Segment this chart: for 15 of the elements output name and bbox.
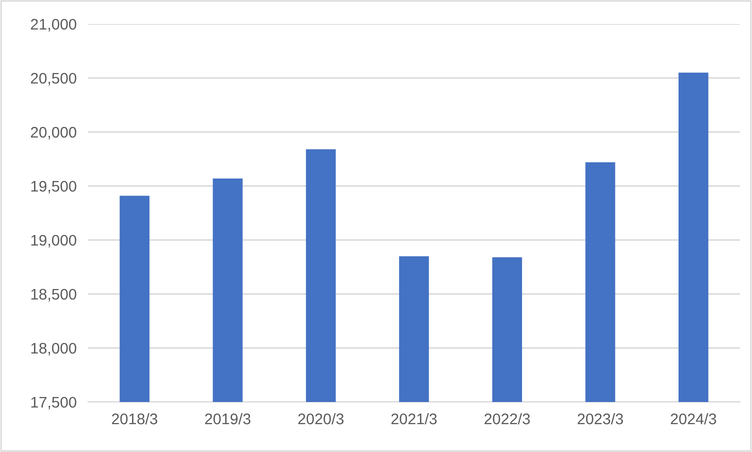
y-tick-label: 17,500 [31,396,76,410]
x-tick-label: 2024/3 [670,413,716,424]
x-tick-label: 2022/3 [484,413,530,424]
y-tick-label: 18,500 [31,288,76,302]
y-tick-label: 20,000 [30,126,76,140]
x-tick-label: 2023/3 [578,413,623,424]
y-tick-label: 19,000 [31,234,76,248]
x-tick-label: 2021/3 [391,413,437,424]
y-tick-label: 20,500 [30,72,76,86]
y-tick-label: 18,000 [31,342,76,356]
x-tick-label: 2019/3 [205,413,250,424]
y-tick-label: 19,500 [31,180,76,194]
x-tick-label: 2020/3 [298,413,344,424]
y-tick-label: 21,000 [30,18,76,32]
x-tick-label: 2018/3 [112,413,158,424]
